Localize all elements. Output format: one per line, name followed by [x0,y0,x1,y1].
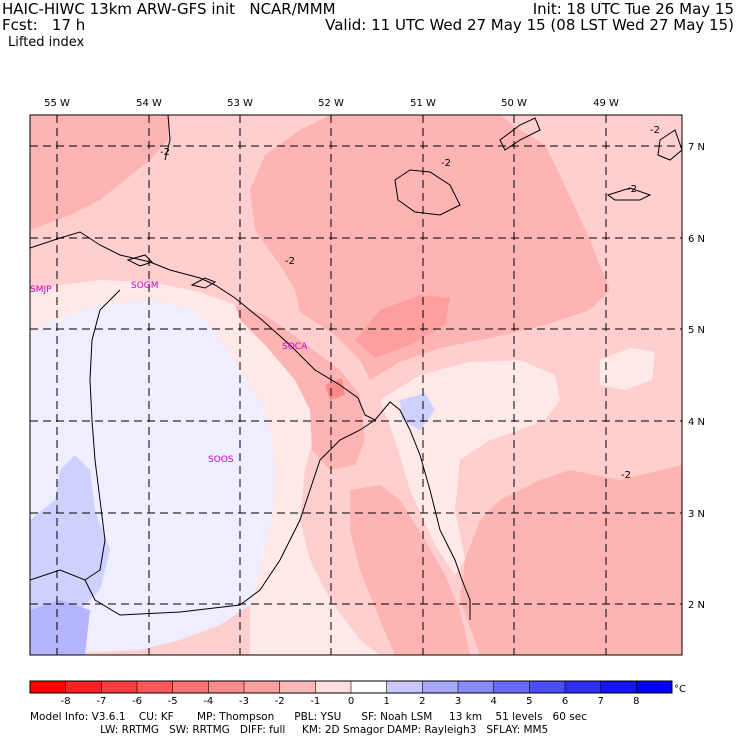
colorbar-swatch [422,681,459,693]
colorbar-label: 7 [597,696,603,707]
lon-label: 51 W [410,98,436,109]
colorbar-label: 2 [419,696,425,707]
lat-label: 3 N [688,509,705,520]
li-band-neg3-coast [235,305,365,470]
station-soca: SOCA [282,342,308,352]
station-labels: SMJP SOGM SOCA SOOS [30,281,308,465]
colorbar-label: -1 [310,696,320,707]
colorbar-swatch [458,681,494,693]
colorbar-label: -4 [203,696,213,707]
contour-labels: -2 -2 -2 -2 -2 -2 [160,125,660,481]
colorbar-swatch [565,681,601,693]
colorbar-swatch [101,681,138,693]
border-west [30,289,121,581]
colorbar-swatch [279,681,316,693]
model-info-line1: Model Info: V3.6.1 CU: KF MP: Thompson P… [30,711,587,723]
contour-label: -2 [650,125,660,136]
forecast-hour: Fcst: 17 h [2,16,86,34]
model-info-line2: LW: RRTMG SW: RRTMG DIFF: full KM: 2D Sm… [30,724,549,736]
colorbar-swatch [30,681,66,693]
contour-label: -2 [627,184,637,195]
colorbar-label: 0 [348,696,354,707]
colorbar-swatch [208,681,245,693]
colorbar-label: -2 [275,696,285,707]
station-smjp: SMJP [30,285,52,295]
colorbar-label: 3 [455,696,461,707]
lat-label: 4 N [688,417,705,428]
colorbar-label: -6 [132,696,142,707]
lon-label: 50 W [501,98,527,109]
island-east [499,117,541,151]
lon-label: 49 W [593,98,619,109]
lon-label: 54 W [136,98,162,109]
lon-label: 55 W [44,98,70,109]
colorbar-label: 5 [526,696,532,707]
colorbar-swatch [172,681,209,693]
colorbar-swatch [600,681,637,693]
colorbar-label: -3 [239,696,249,707]
colorbar-label: 1 [383,696,389,707]
lat-label: 6 N [688,234,705,245]
contour-label: -2 [621,470,631,481]
colorbar-label: 6 [562,696,568,707]
contour-label: -2 [285,256,295,267]
colorbar-swatch [65,681,102,693]
colorbar-swatch [529,681,566,693]
colorbar-swatch [636,681,673,693]
coast-islet [126,254,153,267]
li-band-pos2 [30,600,90,655]
colorbar-label: 4 [490,696,496,707]
colorbar-unit: °C [674,684,686,695]
li-band-neg3-south [350,485,470,655]
li-band-neg3-north [30,115,170,230]
contour-label: -2 [160,147,170,158]
colorbar: -8 -7 -6 -5 -4 -3 -2 -1 0 1 2 3 4 5 6 7 8 °C [29,680,686,707]
lon-label: 52 W [318,98,344,109]
lat-lon-grid [30,115,682,655]
model-title: HAIC-HIWC 13km ARW-GFS init NCAR/MMM [2,0,336,18]
colorbar-swatch [493,681,530,693]
island-far-east [606,187,652,201]
colorbar-label: 8 [633,696,639,707]
shaded-field [30,115,682,655]
li-band-neg3-central [250,115,610,380]
island-north [394,169,461,216]
valid-time: Valid: 11 UTC Wed 27 May 15 (08 LST Wed … [325,16,734,34]
lat-label: 5 N [688,325,705,336]
lon-label: 53 W [227,98,253,109]
coast-islet-2 [190,277,217,289]
li-band-pos1 [30,455,110,615]
init-time: Init: 18 UTC Tue 26 May 15 [532,0,734,18]
station-soos: SOOS [208,455,234,465]
coastline [30,115,682,620]
colorbar-label: -5 [168,696,178,707]
colorbar-swatch [244,681,280,693]
li-band-neg1-east-patch [600,348,655,390]
field-name: Lifted index [8,35,85,50]
lat-label: 7 N [688,142,705,153]
latitude-labels: 7 N 6 N 5 N 4 N 3 N 2 N [688,142,705,611]
colorbar-label: -7 [96,696,106,707]
border-south [84,419,376,616]
colorbar-label: -8 [61,696,71,707]
colorbar-swatch [351,681,387,693]
station-sogm: SOGM [131,281,159,291]
coastline-guianas [30,231,471,620]
longitude-labels: 55 W 54 W 53 W 52 W 51 W 50 W 49 W [44,98,619,109]
contour-dash-north [164,115,171,161]
contour-label: -2 [441,158,451,169]
li-band-neg5 [325,378,345,400]
map-frame [29,114,683,656]
colorbar-swatch [386,681,423,693]
island-ne [657,129,682,161]
li-band-neg4 [355,295,450,358]
colorbar-swatch [315,681,352,693]
colorbar-swatch [137,681,173,693]
lat-label: 2 N [688,600,705,611]
